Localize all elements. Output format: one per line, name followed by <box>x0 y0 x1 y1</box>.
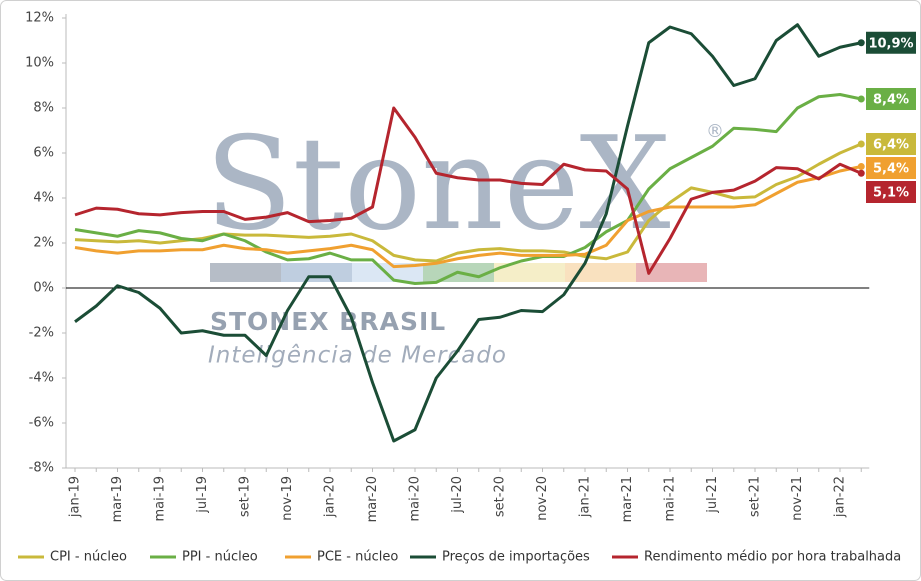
series-line <box>74 23 862 443</box>
x-tick-label: nov-21 <box>790 476 805 521</box>
x-tick-label: mai-21 <box>663 476 678 521</box>
y-tick-label: 2% <box>33 236 54 251</box>
end-dot <box>857 140 865 148</box>
y-tick-label: -2% <box>29 326 54 341</box>
end-label-box <box>866 88 916 110</box>
watermark-mark: ® <box>706 121 724 142</box>
series-line <box>74 93 862 285</box>
band <box>494 263 565 282</box>
y-tick-label: 12% <box>25 11 54 26</box>
x-tick-label: jan-21 <box>578 476 593 518</box>
end-label-box <box>866 157 916 179</box>
end-label: 5,4% <box>873 162 909 177</box>
band <box>281 263 352 282</box>
end-label-box <box>866 133 916 155</box>
end-dot <box>857 39 865 47</box>
end-label-box <box>866 181 916 203</box>
x-tick-label: jul-19 <box>195 476 210 514</box>
y-tick-label: 8% <box>33 101 54 116</box>
x-tick-label: mai-19 <box>153 476 168 521</box>
end-label: 8,4% <box>873 93 909 108</box>
y-tick-label: 10% <box>25 56 54 71</box>
end-dot <box>857 95 865 103</box>
x-tick-label: mai-20 <box>408 476 423 521</box>
series-line <box>74 106 862 275</box>
watermark-name: STONEX BRASIL <box>210 307 446 336</box>
x-tick-label: jan-19 <box>68 476 83 518</box>
legend-label: Preços de importações <box>442 550 590 565</box>
x-tick-label: mar-19 <box>110 476 125 522</box>
x-tick-label: jul-21 <box>705 476 720 514</box>
x-tick-label: jul-20 <box>450 476 465 514</box>
legend-label: PPI - núcleo <box>182 550 258 565</box>
series-line <box>74 142 862 263</box>
x-tick-label: set-20 <box>493 476 508 517</box>
legend-label: CPI - núcleo <box>50 550 127 565</box>
y-tick-label: 0% <box>33 281 54 296</box>
x-tick-label: jan-20 <box>323 476 338 518</box>
x-tick-label: nov-20 <box>535 476 550 521</box>
end-dot <box>857 169 865 177</box>
watermark-brand: StoneX <box>205 110 671 259</box>
end-label: 6,4% <box>873 138 909 153</box>
end-label: 5,1% <box>873 186 909 201</box>
band <box>210 263 281 282</box>
x-tick-label: jan-22 <box>833 476 848 518</box>
y-tick-label: 6% <box>33 146 54 161</box>
y-tick-label: 4% <box>33 191 54 206</box>
legend-label: PCE - núcleo <box>317 550 398 565</box>
x-tick-label: mar-21 <box>620 476 635 522</box>
x-tick-label: set-19 <box>238 476 253 517</box>
end-label: 10,9% <box>868 36 913 51</box>
x-tick-label: mar-20 <box>365 476 380 522</box>
y-tick-label: -4% <box>29 371 54 386</box>
series-line <box>74 165 862 269</box>
legend-label: Rendimento médio por hora trabalhada <box>644 550 901 565</box>
x-tick-label: nov-19 <box>280 476 295 521</box>
end-label-box <box>866 31 916 54</box>
end-dot <box>857 163 865 170</box>
y-tick-label: -8% <box>29 461 54 476</box>
y-tick-label: -6% <box>29 416 54 431</box>
x-tick-label: set-21 <box>748 476 763 517</box>
